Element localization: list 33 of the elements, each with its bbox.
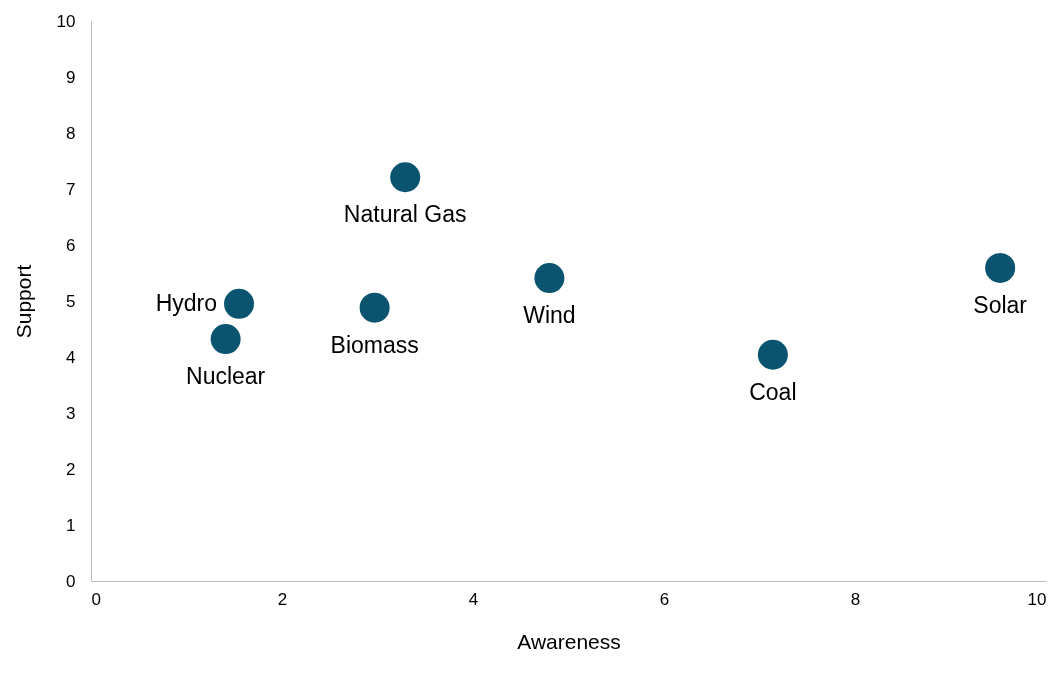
annotation: Nuclear — [186, 363, 266, 390]
point — [390, 162, 421, 193]
y-tick-label: 5 — [66, 291, 76, 311]
y-tick-label: 0 — [66, 571, 76, 591]
y-tick-label: 7 — [66, 179, 76, 199]
annotation: Coal — [749, 378, 797, 405]
annotation: Natural Gas — [343, 201, 467, 228]
y-tick-label: 4 — [66, 347, 76, 367]
point — [757, 339, 788, 370]
y-tick-label: 2 — [66, 459, 76, 479]
annotation: Biomass — [330, 331, 419, 358]
y-tick-label: 1 — [66, 515, 76, 535]
y-tick-label: 8 — [66, 123, 76, 143]
x-tick-label: 2 — [277, 589, 288, 609]
x-tick-label: 10 — [1027, 589, 1047, 609]
annotation: Wind — [523, 302, 576, 329]
point — [534, 263, 565, 294]
annotation: Hydro — [155, 289, 218, 316]
x-tick-label: 6 — [659, 589, 670, 609]
point — [985, 252, 1016, 283]
x-tick-label: 0 — [91, 589, 101, 609]
y-tick-label: 3 — [66, 403, 76, 423]
y-tick-label: 6 — [66, 235, 76, 255]
point — [210, 324, 241, 355]
annotation: Solar — [973, 291, 1028, 318]
y-tick-label: 9 — [66, 67, 76, 87]
point — [224, 288, 255, 319]
point — [359, 292, 390, 323]
y-axis-title: Support — [11, 264, 35, 339]
x-tick-label: 8 — [850, 589, 861, 609]
x-axis-title: Awareness — [517, 629, 621, 653]
y-tick-label: 10 — [56, 11, 76, 31]
x-tick-label: 4 — [468, 589, 479, 609]
